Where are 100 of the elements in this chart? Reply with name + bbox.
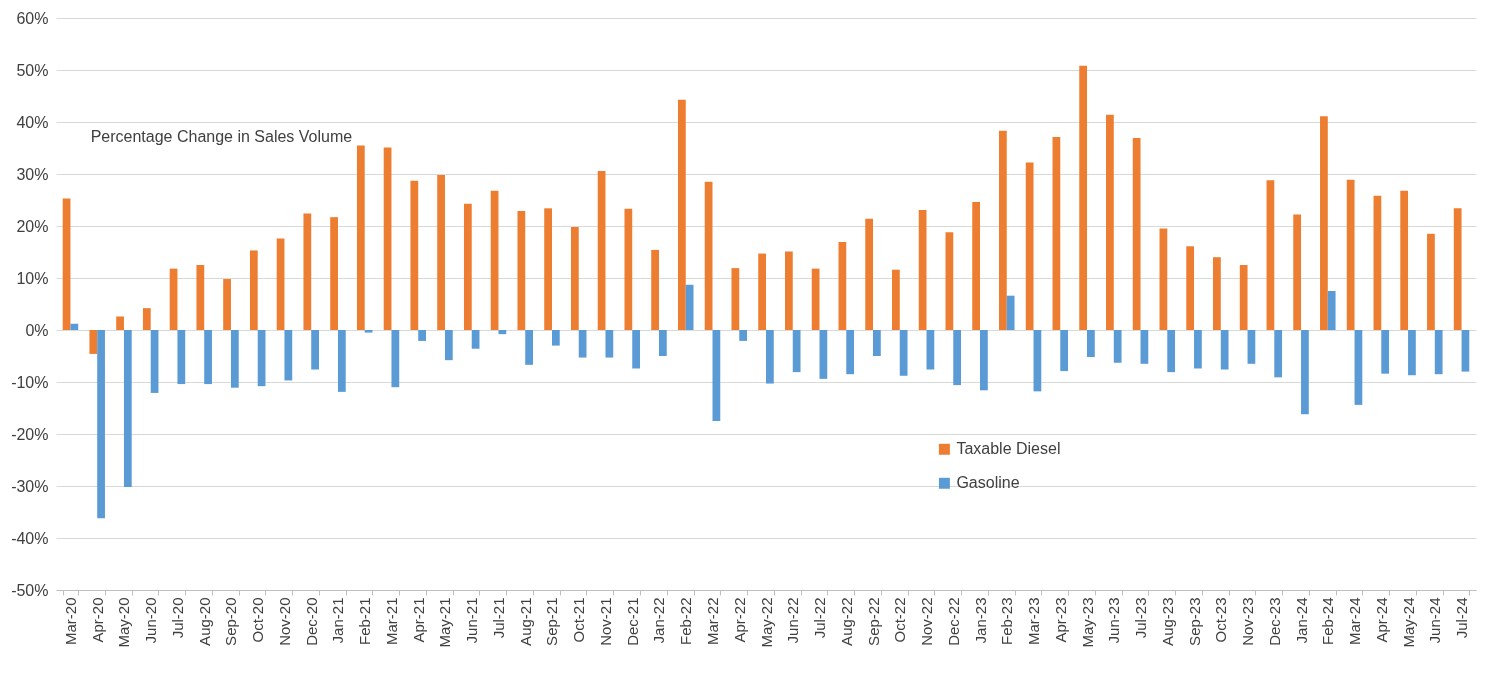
bar (677, 99, 686, 330)
bar (230, 330, 239, 388)
bar (1194, 330, 1202, 369)
x-tick-label: Apr-23 (1051, 597, 1069, 643)
bar (249, 250, 258, 330)
bar (498, 330, 507, 335)
bar (1167, 330, 1176, 373)
x-tick-label: Aug-22 (837, 597, 855, 646)
bar (517, 210, 526, 330)
bar (918, 209, 927, 330)
x-tick-label: Jun-24 (1426, 597, 1444, 644)
bar (204, 330, 212, 385)
bar (766, 330, 774, 384)
bar (1327, 291, 1336, 330)
bar (356, 145, 365, 330)
bar (758, 253, 766, 330)
bar (605, 330, 614, 358)
bar (1113, 330, 1122, 363)
bar (284, 330, 293, 381)
x-tick-label: Jul-20 (168, 597, 186, 639)
x-tick-label: Aug-23 (1158, 597, 1176, 646)
bar (1320, 116, 1328, 330)
bar (685, 284, 694, 330)
x-tick-label: Mar-20 (61, 597, 79, 646)
x-tick-label: Nov-21 (596, 597, 614, 646)
bar (463, 203, 472, 330)
bar (437, 175, 445, 330)
bar (311, 330, 319, 370)
bar (865, 218, 874, 330)
bar (471, 330, 480, 349)
x-tick-label: Oct-21 (570, 597, 588, 643)
legend-label: Gasoline (956, 474, 1020, 492)
bar (97, 330, 105, 519)
bar (899, 330, 908, 376)
bar (1079, 65, 1088, 330)
bar (276, 238, 285, 330)
x-tick-label: Jun-20 (142, 597, 160, 644)
x-tick-label: Mar-23 (1025, 597, 1043, 646)
legend-label: Taxable Diesel (956, 440, 1061, 458)
x-tick-label: Feb-21 (356, 597, 374, 646)
bar (330, 217, 338, 330)
bar (177, 330, 186, 385)
bar (1453, 208, 1462, 330)
x-tick-label: Sep-22 (864, 597, 882, 646)
x-tick-label: Apr-22 (730, 597, 748, 643)
x-tick-label: Nov-22 (918, 597, 936, 646)
y-tick-label: 0% (25, 321, 49, 339)
x-tick-label: Jun-22 (784, 597, 802, 644)
bar (945, 232, 954, 330)
bar (739, 330, 748, 341)
y-tick-label: 30% (16, 165, 49, 183)
x-tick-label: Dec-23 (1265, 597, 1283, 646)
bar (1293, 214, 1302, 330)
bar (1006, 295, 1015, 330)
bar (383, 147, 392, 330)
bar (1381, 330, 1390, 374)
x-tick-label: Jun-21 (463, 597, 481, 644)
bar (150, 330, 159, 393)
bar (1461, 330, 1470, 372)
x-tick-label: May-24 (1399, 597, 1417, 648)
bar (838, 242, 847, 330)
bar (1159, 228, 1168, 330)
y-tick-label: -30% (11, 477, 49, 495)
y-tick-label: 60% (16, 9, 49, 27)
x-tick-label: Jul-21 (489, 597, 507, 639)
bar (169, 268, 178, 330)
bar (1060, 330, 1069, 372)
x-tick-label: Oct-23 (1212, 597, 1230, 643)
bar (410, 180, 419, 330)
bar (570, 227, 579, 330)
x-tick-label: May-22 (757, 597, 775, 648)
bar (89, 330, 98, 354)
bar (632, 330, 640, 369)
bar (578, 330, 587, 358)
bar (624, 208, 633, 330)
bar (123, 330, 132, 488)
x-tick-label: Dec-22 (944, 597, 962, 646)
x-tick-label: Jun-23 (1105, 597, 1123, 644)
bar (257, 330, 266, 387)
y-tick-label: 20% (16, 217, 49, 235)
x-tick-label: Feb-24 (1319, 597, 1337, 646)
bar (658, 330, 667, 356)
bar (704, 181, 713, 330)
x-tick-label: Sep-23 (1185, 597, 1203, 646)
bar (972, 202, 981, 330)
x-tick-label: Dec-20 (302, 597, 320, 646)
bar (337, 330, 346, 392)
x-tick-label: Aug-21 (516, 597, 534, 646)
bar (196, 265, 205, 330)
bar (651, 249, 659, 330)
bar (1087, 330, 1095, 358)
x-tick-label: Mar-22 (704, 597, 721, 646)
bar (1346, 179, 1355, 330)
x-tick-label: Feb-23 (998, 597, 1016, 646)
y-tick-label: 40% (16, 113, 49, 131)
x-tick-label: Nov-20 (275, 597, 293, 646)
bar (444, 330, 453, 361)
bar (784, 251, 793, 330)
bar (1354, 330, 1363, 405)
x-tick-label: Jul-23 (1132, 597, 1150, 639)
